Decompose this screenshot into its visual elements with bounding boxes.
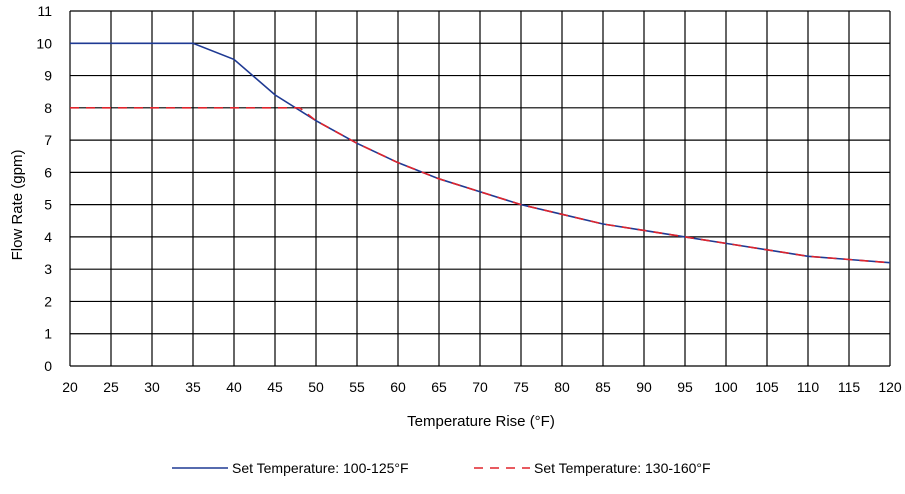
y-tick-label: 0 [44,358,52,374]
y-tick-label: 3 [44,261,52,277]
y-tick-label: 2 [44,293,52,309]
legend-label-2: Set Temperature: 130-160°F [534,460,711,476]
y-tick-label: 1 [44,326,52,342]
y-tick-label: 11 [37,3,52,19]
x-tick-label: 85 [595,379,611,395]
y-axis-title: Flow Rate (gpm) [9,150,26,261]
x-tick-label: 60 [390,379,406,395]
y-tick-label: 10 [36,35,52,51]
x-tick-label: 90 [636,379,652,395]
y-tick-label: 8 [44,100,52,116]
x-tick-label: 80 [554,379,570,395]
y-tick-label: 6 [44,164,52,180]
x-tick-label: 40 [226,379,242,395]
grid [69,10,891,367]
x-tick-label: 110 [797,379,820,395]
y-tick-label: 9 [44,68,52,84]
y-axis-ticks: 0 1 2 3 4 5 6 7 8 9 10 11 [36,3,52,374]
series-lines [70,42,891,264]
x-tick-label: 100 [714,379,738,395]
legend-label-1: Set Temperature: 100-125°F [232,460,409,476]
y-tick-label: 5 [44,197,52,213]
x-tick-label: 65 [431,379,447,395]
x-tick-label: 70 [472,379,488,395]
x-tick-label: 25 [103,379,119,395]
x-tick-label: 20 [62,379,78,395]
legend: Set Temperature: 100-125°F Set Temperatur… [172,460,711,476]
x-tick-label: 115 [838,379,861,395]
x-tick-label: 75 [513,379,529,395]
x-tick-label: 45 [267,379,283,395]
y-tick-label: 4 [44,229,52,245]
x-tick-label: 35 [185,379,201,395]
x-axis-title: Temperature Rise (°F) [407,413,555,430]
y-tick-label: 7 [44,132,52,148]
x-tick-label: 50 [308,379,324,395]
x-tick-label: 55 [349,379,365,395]
x-tick-label: 30 [144,379,160,395]
x-axis-ticks: 20 25 30 35 40 45 50 55 60 65 70 75 80 85 90 95 100 105 11… [62,379,902,395]
series-line-2 [70,107,891,264]
x-tick-label: 95 [677,379,693,395]
x-tick-label: 105 [755,379,779,395]
x-tick-label: 120 [878,379,902,395]
